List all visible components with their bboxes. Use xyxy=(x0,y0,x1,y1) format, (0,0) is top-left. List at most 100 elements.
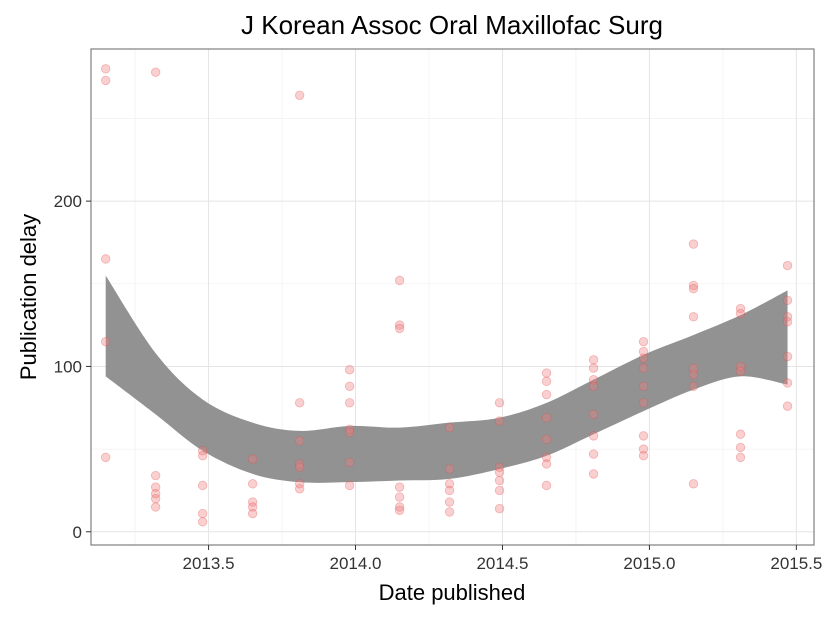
x-axis: 2013.5 2014.0 2014.5 2015.0 2015.5 xyxy=(183,545,822,573)
y-tick-label: 100 xyxy=(54,357,82,376)
data-point xyxy=(150,489,161,499)
data-point xyxy=(394,323,405,334)
data-point xyxy=(294,436,305,446)
data-point xyxy=(444,507,455,517)
data-point xyxy=(494,475,505,486)
smooth-band-layer xyxy=(105,275,788,483)
data-point xyxy=(344,398,355,408)
data-point xyxy=(688,239,699,249)
data-point xyxy=(150,67,161,77)
data-point xyxy=(688,312,699,322)
data-point xyxy=(588,381,599,391)
data-point xyxy=(735,308,746,319)
data-point xyxy=(444,464,455,474)
data-point xyxy=(688,479,699,489)
data-point xyxy=(294,398,305,408)
data-point xyxy=(247,479,258,489)
data-point xyxy=(638,451,649,461)
x-axis-label: Date published xyxy=(379,580,526,605)
data-point xyxy=(494,485,505,496)
data-point xyxy=(638,336,649,347)
data-point xyxy=(638,346,649,357)
data-point xyxy=(588,431,599,441)
data-point xyxy=(588,449,599,459)
data-point xyxy=(494,503,505,514)
data-point xyxy=(294,90,305,100)
plot-border xyxy=(90,48,815,546)
data-point xyxy=(735,303,746,314)
y-tick-label: 0 xyxy=(73,523,82,542)
y-tick-label: 200 xyxy=(54,192,82,211)
data-point xyxy=(247,497,258,507)
data-point xyxy=(344,365,355,375)
data-point xyxy=(782,378,793,388)
data-point xyxy=(444,485,455,496)
data-point xyxy=(782,260,793,271)
data-point xyxy=(294,484,305,494)
data-point xyxy=(100,254,111,264)
data-point xyxy=(100,75,111,86)
data-point xyxy=(541,434,552,444)
data-point xyxy=(588,363,599,373)
data-point xyxy=(494,467,505,477)
data-point xyxy=(782,312,793,322)
data-point xyxy=(394,502,405,512)
confidence-band xyxy=(105,275,788,483)
data-point xyxy=(197,451,208,461)
data-point xyxy=(688,280,699,291)
data-point xyxy=(344,427,355,438)
data-point xyxy=(688,284,699,294)
data-point xyxy=(638,444,649,454)
data-point xyxy=(688,370,699,380)
data-point xyxy=(588,409,599,420)
data-point xyxy=(782,317,793,327)
data-point xyxy=(638,363,649,373)
data-point xyxy=(247,502,258,512)
data-point xyxy=(344,381,355,391)
data-point xyxy=(638,353,649,363)
data-point xyxy=(394,482,405,492)
data-point xyxy=(344,480,355,491)
data-point xyxy=(394,492,405,502)
data-point xyxy=(394,505,405,515)
x-tick-label: 2015.5 xyxy=(770,554,822,573)
data-point xyxy=(150,502,161,512)
data-point xyxy=(782,351,793,362)
data-point xyxy=(494,416,505,426)
data-point xyxy=(588,469,599,479)
data-point xyxy=(541,389,552,400)
data-point xyxy=(294,462,305,472)
y-axis-label: Publication delay xyxy=(16,214,41,380)
data-point xyxy=(294,479,305,489)
data-point xyxy=(541,452,552,463)
x-tick-label: 2014.0 xyxy=(330,554,382,573)
data-point xyxy=(735,452,746,463)
data-point xyxy=(541,368,552,378)
data-point xyxy=(541,480,552,491)
data-point xyxy=(588,355,599,365)
data-point xyxy=(444,497,455,507)
data-point xyxy=(197,446,208,456)
data-point xyxy=(247,454,258,464)
x-tick-label: 2013.5 xyxy=(183,554,235,573)
data-point xyxy=(197,480,208,491)
data-point xyxy=(344,457,355,468)
data-point xyxy=(735,361,746,372)
data-point xyxy=(494,462,505,472)
data-point xyxy=(588,374,599,385)
data-point xyxy=(444,422,455,433)
x-tick-label: 2014.5 xyxy=(476,554,528,573)
data-point xyxy=(688,363,699,373)
data-point xyxy=(197,517,208,527)
data-points-layer xyxy=(100,64,793,527)
data-point xyxy=(100,336,111,347)
data-point xyxy=(638,431,649,441)
data-point xyxy=(444,479,455,489)
data-point xyxy=(494,398,505,408)
chart-title: J Korean Assoc Oral Maxillofac Surg xyxy=(241,10,663,40)
data-point xyxy=(100,452,111,463)
y-axis: 0 100 200 xyxy=(54,192,91,542)
data-point xyxy=(344,424,355,434)
data-point xyxy=(541,412,552,423)
